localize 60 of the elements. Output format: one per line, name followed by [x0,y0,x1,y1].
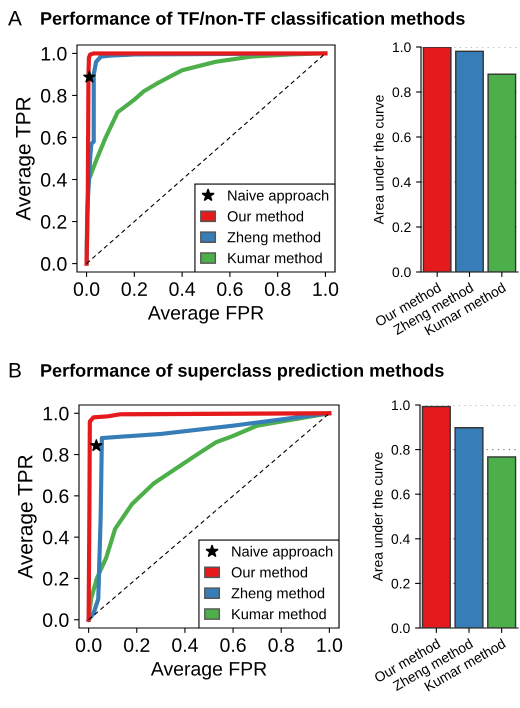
bar [454,427,484,628]
y-axis-title: Area under the curve [373,95,384,224]
x-tick-label: 0.4 [172,638,198,652]
y-tick-label: 0.8 [41,88,66,103]
y-tick-label: 0.4 [41,172,67,187]
y-tick-label: 0.2 [392,578,410,589]
x-tick-label: 0.6 [217,282,243,296]
bar [455,50,484,272]
x-axis-title: Average FPR [150,662,266,680]
legend-label: Naive approach [228,190,328,204]
y-tick-label: 0.8 [43,448,68,462]
y-tick-label: 0.6 [392,490,410,500]
x-tick-label: 0.0 [76,638,102,652]
x-tick-label: 0.8 [268,638,294,652]
legend-label: Kumar method [228,252,322,264]
legend-label: Naive approach [232,546,332,560]
legend-label: Kumar method [232,608,326,620]
y-tick-label: 0.8 [392,444,410,455]
legend-label: Zheng method [227,232,320,246]
legend-label: Zheng method [231,588,324,602]
y-tick-label: 0.6 [392,132,411,142]
y-tick-label: 0.6 [43,489,68,504]
y-tick-label: 1.0 [393,42,411,52]
y-axis-title: Average TPR [18,455,37,579]
x-tick-label: 0.2 [122,282,147,296]
legend-label: Our method [232,566,308,578]
bar [487,74,516,272]
bar [422,47,452,272]
x-tick-label: 0.8 [264,282,290,296]
x-tick-label: 0.4 [169,282,196,296]
x-tick-label: 0.6 [220,638,246,652]
x-axis-title: Average FPR [148,306,264,324]
y-tick-label: 0.4 [392,177,411,188]
y-tick-label: 0.0 [392,267,411,278]
x-tick-label: 1.0 [317,638,342,652]
bar [487,456,516,628]
y-tick-label: 1.0 [392,400,410,410]
chart-title: Performance of superclass prediction methods [41,364,444,380]
x-tick-label: 0.0 [74,282,100,296]
y-tick-label: 0.4 [392,534,410,544]
y-axis-title: Area under the curve [372,452,383,582]
y-tick-label: 0.2 [392,222,411,232]
text: A [8,11,22,26]
y-axis-title: Average TPR [16,97,35,221]
y-tick-label: 0.0 [392,623,410,634]
y-tick-label: 0.6 [41,130,66,145]
y-tick-label: 1.0 [42,46,67,61]
y-tick-label: 0.4 [43,530,69,544]
x-tick-label: 1.0 [313,282,338,296]
y-tick-label: 0.8 [392,87,411,98]
legend-label: Our method [228,210,304,222]
y-tick-label: 0.0 [41,257,67,271]
x-tick-label: 0.2 [124,638,150,652]
y-tick-label: 0.2 [43,572,68,586]
y-tick-label: 0.0 [43,613,69,627]
bar [422,406,451,628]
text: B [10,363,21,378]
y-tick-label: 1.0 [44,406,69,420]
y-tick-label: 0.2 [41,215,66,229]
chart-title: Performance of TF/non-TF classification methods [41,12,465,26]
